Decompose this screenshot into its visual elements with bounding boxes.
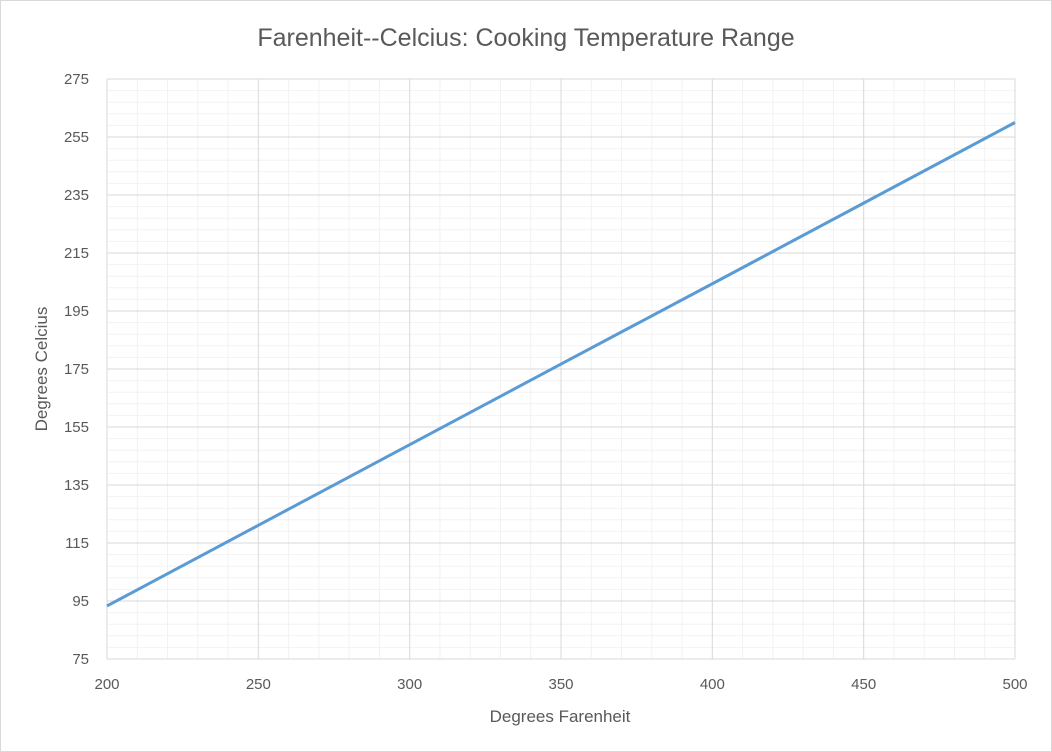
x-tick-label: 500 bbox=[1002, 676, 1027, 693]
y-tick-label: 115 bbox=[65, 535, 89, 552]
y-axis-title: Degrees Celcius bbox=[32, 307, 51, 432]
x-axis-ticks: 200 250 300 350 400 450 500 bbox=[94, 676, 1027, 693]
y-tick-label: 215 bbox=[64, 245, 89, 262]
chart-title: Farenheit--Celcius: Cooking Temperature … bbox=[257, 24, 794, 52]
x-axis-title: Degrees Farenheit bbox=[490, 707, 631, 726]
y-tick-label: 275 bbox=[64, 71, 89, 88]
x-tick-label: 300 bbox=[397, 676, 422, 693]
y-tick-label: 255 bbox=[64, 129, 89, 146]
y-tick-label: 195 bbox=[64, 303, 89, 320]
y-tick-label: 155 bbox=[64, 419, 89, 436]
x-tick-label: 250 bbox=[246, 676, 271, 693]
series-line bbox=[106, 121, 1016, 608]
y-axis-ticks: 75 95 115 135 155 175 195 215 235 255 275 bbox=[64, 71, 89, 668]
series-layer bbox=[106, 121, 1016, 608]
major-gridlines bbox=[106, 78, 1016, 660]
y-tick-label: 175 bbox=[64, 361, 89, 378]
y-tick-label: 135 bbox=[64, 477, 89, 494]
y-tick-label: 75 bbox=[72, 651, 89, 668]
y-tick-label: 95 bbox=[72, 593, 89, 610]
x-tick-label: 400 bbox=[700, 676, 725, 693]
y-tick-label: 235 bbox=[64, 187, 89, 204]
x-tick-label: 450 bbox=[851, 676, 876, 693]
x-tick-label: 200 bbox=[94, 676, 119, 693]
x-tick-label: 350 bbox=[548, 676, 573, 693]
